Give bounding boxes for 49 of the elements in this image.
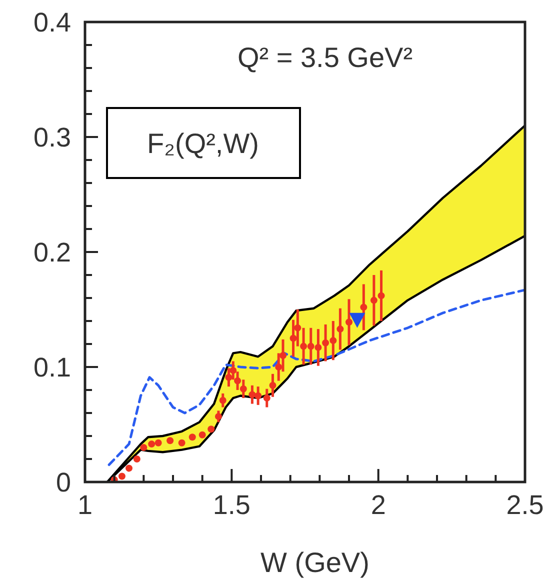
y-tick-label: 0.2: [33, 237, 71, 268]
x-tick-label: 2: [370, 490, 386, 520]
point: [178, 439, 186, 446]
point: [322, 339, 330, 346]
point: [254, 392, 262, 400]
x-axis-title: W (GeV): [260, 547, 370, 578]
point: [248, 391, 256, 398]
point: [263, 394, 270, 402]
y-tick-label: 0: [56, 467, 71, 498]
point: [330, 337, 337, 344]
x-tick-label: 2.5: [506, 490, 544, 520]
point: [118, 472, 126, 480]
x-tick-label: 1.5: [212, 490, 250, 520]
point: [234, 377, 242, 384]
point: [140, 444, 148, 451]
point: [126, 464, 132, 472]
point: [300, 342, 308, 350]
point: [154, 439, 162, 446]
point: [219, 396, 226, 404]
point: [290, 334, 297, 342]
point: [198, 431, 206, 438]
point: [294, 324, 302, 332]
point: [188, 434, 196, 441]
point: [208, 426, 215, 433]
y-tick-label: 0.1: [33, 352, 71, 382]
x-tick-label: 1: [77, 490, 93, 520]
point: [166, 437, 174, 444]
point: [214, 412, 222, 420]
point: [378, 292, 385, 300]
text: Q² = 3.5 GeV²: [237, 42, 413, 73]
point: [314, 344, 322, 351]
point: [280, 352, 286, 359]
point: [336, 326, 344, 333]
annotation: F₂(Q²,W): [147, 128, 259, 159]
point: [307, 342, 314, 350]
y-tick-label: 0.4: [33, 7, 71, 38]
point: [240, 385, 247, 392]
point: [275, 364, 282, 370]
point: [349, 312, 366, 328]
point: [269, 382, 276, 389]
point: [133, 456, 140, 462]
point: [370, 296, 378, 304]
point: [148, 440, 156, 448]
point: [346, 318, 352, 326]
line-series: [108, 288, 525, 466]
y-tick-label: 0.3: [33, 122, 71, 152]
point: [225, 374, 232, 381]
point: [230, 366, 237, 374]
point: [360, 304, 368, 311]
